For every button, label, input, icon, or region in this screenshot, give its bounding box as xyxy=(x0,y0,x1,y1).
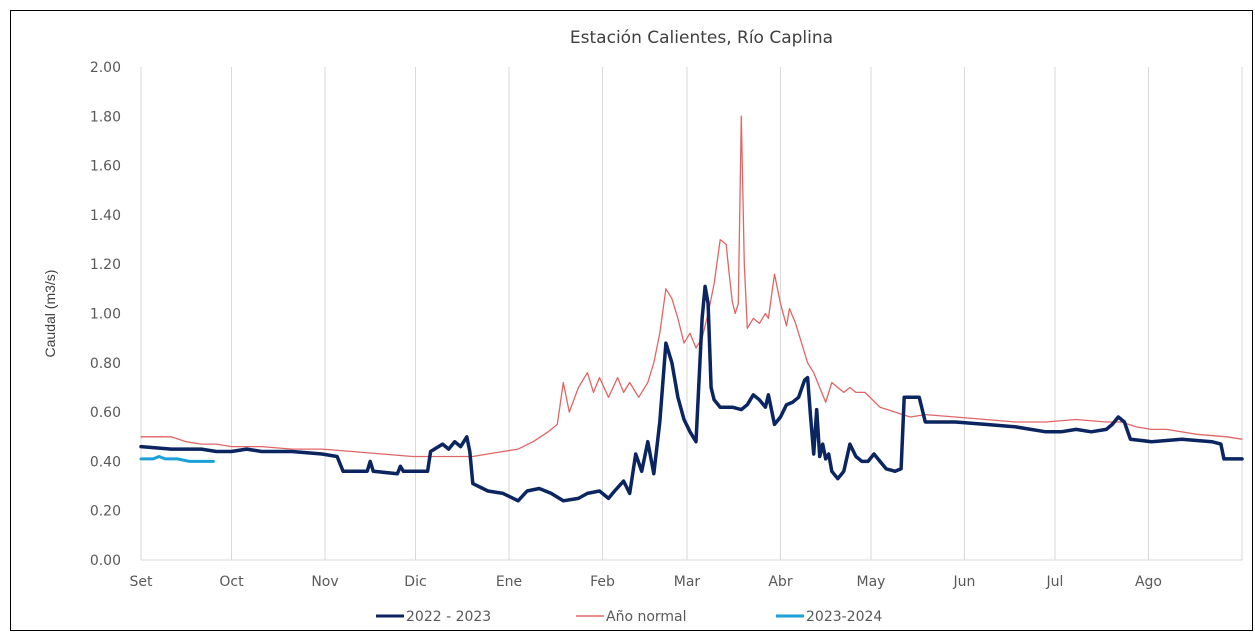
grid xyxy=(140,67,1243,560)
y-tick-label: 1.20 xyxy=(90,257,121,273)
x-tick-label: May xyxy=(857,574,886,590)
x-tick-label: Ene xyxy=(496,574,522,590)
legend: 2022 - 2023 Año normal 2023-2024 xyxy=(376,609,882,625)
y-tick-label: 0.20 xyxy=(90,504,121,520)
legend-label-1: Año normal xyxy=(606,609,687,625)
x-tick-label: Feb xyxy=(590,574,615,590)
y-tick-label: 0.80 xyxy=(90,356,121,372)
legend-label-0: 2022 - 2023 xyxy=(406,609,491,625)
x-tick-label: Abr xyxy=(768,574,792,590)
legend-label-2: 2023-2024 xyxy=(806,609,882,625)
x-tick-label: Set xyxy=(130,574,154,590)
x-tick-label: Jun xyxy=(953,574,976,590)
series xyxy=(139,115,1244,503)
x-tick-label: Jul xyxy=(1046,574,1064,590)
series-line-1 xyxy=(140,115,1243,458)
x-axis-ticks: Set Oct Nov Dic Ene Feb Mar Abr May Jun Jul Ago xyxy=(130,574,1163,590)
series-line-0 xyxy=(139,284,1244,503)
y-tick-label: 2.00 xyxy=(90,60,121,76)
series-line-2 xyxy=(139,455,215,463)
x-tick-label: Ago xyxy=(1135,574,1162,590)
y-tick-label: 1.60 xyxy=(90,159,121,175)
x-tick-label: Mar xyxy=(674,574,701,590)
x-tick-label: Dic xyxy=(404,574,426,590)
y-tick-label: 1.00 xyxy=(90,307,121,323)
y-tick-label: 0.60 xyxy=(90,405,121,421)
chart-title: Estación Calientes, Río Caplina xyxy=(570,28,833,48)
x-tick-label: Nov xyxy=(311,574,338,590)
y-tick-label: 0.00 xyxy=(90,553,121,569)
y-axis-ticks: 0.00 0.20 0.40 0.60 0.80 1.00 1.20 1.40 1.60 1.80… xyxy=(90,60,121,569)
y-tick-label: 0.40 xyxy=(90,454,121,470)
y-tick-label: 1.40 xyxy=(90,208,121,224)
chart-frame: Estación Calientes, Río Caplina Caudal (… xyxy=(10,10,1253,631)
y-tick-label: 1.80 xyxy=(90,109,121,125)
chart: Estación Calientes, Río Caplina Caudal (… xyxy=(42,28,1244,625)
x-tick-label: Oct xyxy=(219,574,244,590)
y-axis-label: Caudal (m3/s) xyxy=(42,270,58,358)
